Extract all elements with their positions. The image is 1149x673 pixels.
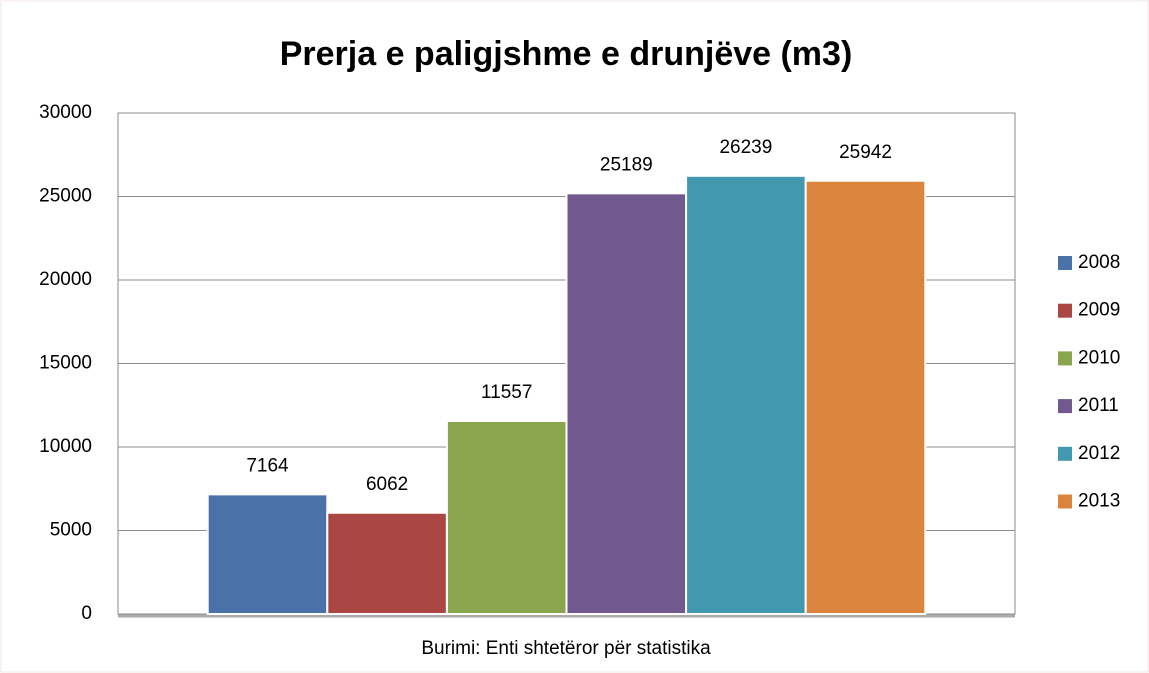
legend-label: 2012 (1078, 443, 1120, 464)
chart-title: Prerja e paligjshme e drunjëve (m3) (280, 35, 853, 73)
data-label: 25189 (600, 154, 653, 175)
bar (685, 174, 807, 616)
bar (565, 192, 688, 616)
y-tick-label: 5000 (50, 520, 92, 541)
y-tick-label: 10000 (39, 436, 92, 457)
legend-label: 2008 (1078, 252, 1120, 273)
legend-label: 2013 (1078, 491, 1120, 512)
legend-swatch (1058, 494, 1072, 509)
x-axis-label: Burimi: Enti shtetëror për statistika (421, 638, 711, 659)
data-label: 6062 (366, 474, 408, 495)
bar (804, 179, 927, 616)
bar (326, 511, 448, 615)
data-label: 11557 (481, 382, 532, 403)
bar (445, 419, 568, 616)
y-tick-label: 30000 (39, 102, 92, 123)
bar (206, 493, 329, 616)
legend-label: 2010 (1078, 347, 1120, 368)
legend-swatch (1058, 256, 1072, 270)
y-tick-label: 20000 (39, 269, 92, 290)
y-tick-label: 25000 (39, 186, 92, 207)
y-tick-label: 15000 (39, 353, 92, 374)
legend-swatch (1058, 446, 1072, 461)
legend-swatch (1058, 399, 1072, 414)
data-label: 25942 (839, 142, 892, 163)
legend-label: 2011 (1078, 395, 1119, 416)
data-label: 7164 (246, 455, 289, 476)
legend-swatch (1058, 351, 1072, 366)
data-label: 26239 (719, 137, 772, 158)
legend-label: 2009 (1078, 300, 1120, 321)
y-tick-label: 0 (81, 603, 92, 624)
legend-swatch (1058, 303, 1072, 318)
